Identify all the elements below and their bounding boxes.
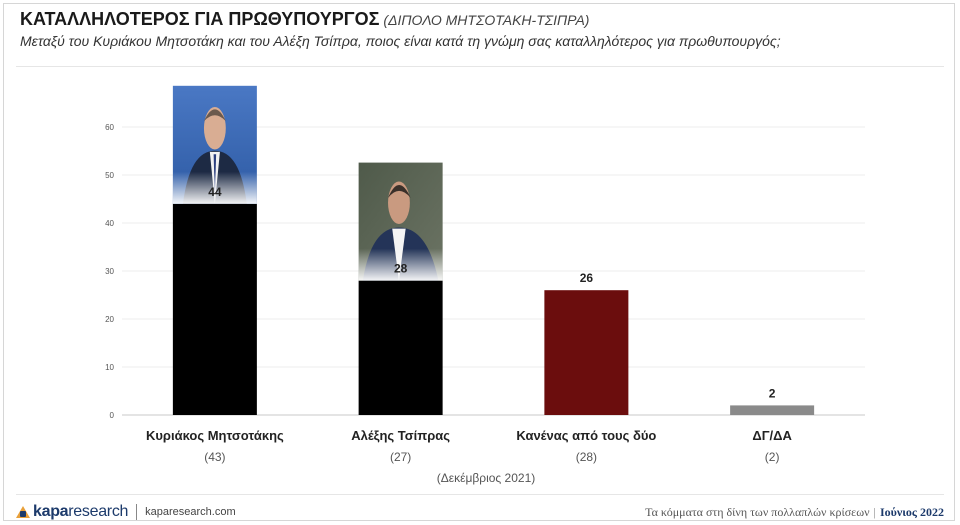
value-label: 2 — [769, 386, 776, 400]
footer-divider — [16, 494, 944, 495]
hair-shape — [203, 109, 226, 122]
chart-title-main: ΚΑΤΑΛΛΗΛΟΤΕΡΟΣ ΓΙΑ ΠΡΩΘΥΠΟΥΡΓΟΣ — [20, 9, 380, 29]
labels: 44 Κυριάκος Μητσοτάκης (43) 28 Αλέξης Τσίπρα… — [146, 185, 793, 464]
brand-logo-text: kaparesearch — [33, 503, 128, 521]
y-tick-label: 40 — [105, 219, 114, 228]
kapa-logo-icon — [16, 506, 30, 518]
bar — [730, 405, 815, 415]
face-shape — [203, 107, 226, 150]
previous-value-label: (2) — [765, 450, 780, 464]
y-tick-label: 60 — [105, 123, 114, 132]
report-title: Τα κόμματα στη δίνη των πολλαπλών κρίσεω… — [645, 505, 870, 519]
bar-chart: 0 10 20 30 40 50 60 44 Κυριάκος Μητσοτάκης (43) 2… — [105, 85, 865, 464]
survey-question: Μεταξύ του Κυριάκου Μητσοτάκη και του Αλ… — [20, 33, 781, 49]
brand-separator — [136, 504, 138, 520]
brand-website: kaparesearch.com — [145, 506, 236, 518]
hair-shape — [388, 185, 411, 198]
y-tick-label: 50 — [105, 171, 114, 180]
value-label: 26 — [580, 271, 594, 285]
value-label: 28 — [394, 262, 408, 276]
y-tick-label: 20 — [105, 315, 114, 324]
previous-value-label: (43) — [204, 450, 225, 464]
y-tick-label: 30 — [105, 267, 114, 276]
category-label: Κυριάκος Μητσοτάκης — [146, 428, 284, 443]
portraits — [172, 85, 443, 281]
brand-rest: research — [68, 503, 129, 520]
header-divider — [16, 66, 944, 67]
previous-period-label: (Δεκέμβριος 2021) — [436, 471, 536, 485]
y-tick-label: 10 — [105, 363, 114, 372]
chart-subtitle: (ΔΙΠΟΛΟ ΜΗΤΣΟΤΑΚΗ-ΤΣΙΠΡΑ) — [383, 12, 590, 28]
brand-footer: kaparesearch kaparesearch.com — [16, 503, 236, 521]
value-label: 44 — [208, 185, 222, 199]
chart-title: ΚΑΤΑΛΛΗΛΟΤΕΡΟΣ ΓΙΑ ΠΡΩΘΥΠΟΥΡΓΟΣ (ΔΙΠΟΛΟ Μ… — [20, 9, 589, 30]
report-footer: Τα κόμματα στη δίνη των πολλαπλών κρίσεω… — [645, 505, 944, 520]
bar — [544, 290, 629, 415]
photo-fade — [172, 171, 257, 204]
category-label: Αλέξης Τσίπρας — [351, 428, 450, 443]
report-date: Ιούνιος 2022 — [879, 505, 944, 519]
bars — [172, 203, 815, 415]
portrait-tsipras-photo — [358, 162, 443, 281]
brand-bold: kapa — [33, 503, 69, 520]
previous-value-label: (28) — [576, 450, 597, 464]
bar — [172, 203, 257, 415]
slide-frame — [3, 3, 955, 521]
footer-separator: | — [873, 505, 876, 519]
bar — [358, 280, 443, 415]
photo-fade — [358, 248, 443, 281]
y-tick-label: 0 — [110, 411, 115, 420]
y-axis-ticks: 0 10 20 30 40 50 60 — [105, 123, 114, 420]
portrait-mitsotakis-photo — [172, 85, 257, 204]
category-label: Κανένας από τους δύο — [516, 428, 656, 443]
category-label: ΔΓ/ΔΑ — [752, 428, 792, 443]
previous-value-label: (27) — [390, 450, 411, 464]
